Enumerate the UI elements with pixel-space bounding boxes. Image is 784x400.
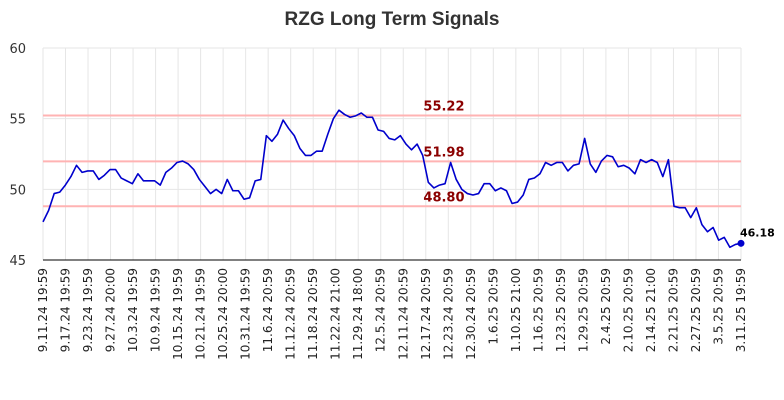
last-point-marker [737,239,745,247]
x-tick-label: 1.29.25 20:59 [576,268,590,352]
x-tick-label: 11.12.24 20:59 [284,268,298,360]
x-tick-label: 11.22.24 21:00 [329,268,343,360]
x-tick-label: 2.10.25 20:59 [621,268,635,352]
grid [42,47,742,260]
x-tick-label: 10.3.24 19:59 [126,268,140,352]
y-tick-label: 50 [9,183,26,198]
reference-label: 55.22 [423,100,464,115]
y-tick-label: 60 [9,42,26,57]
x-tick-label: 3.11.25 19:59 [734,268,748,352]
x-tick-label: 9.23.24 19:59 [81,268,95,352]
x-tick-label: 1.23.25 20:59 [554,268,568,352]
x-tick-label: 2.14.25 21:00 [644,268,658,352]
x-tick-label: 10.15.24 19:59 [171,268,185,360]
chart-title: RZG Long Term Signals [285,9,500,30]
reference-label: 51.98 [423,145,464,160]
x-tick-label: 9.17.24 19:59 [59,268,73,352]
x-tick-label: 2.4.25 20:59 [599,268,613,345]
series [42,109,745,249]
x-tick-label: 11.18.24 20:59 [306,268,320,360]
x-tick-label: 10.21.24 19:59 [194,268,208,360]
x-tick-label: 3.5.25 20:59 [711,268,725,345]
x-tick-label: 10.25.24 20:00 [216,268,230,360]
x-tick-label: 12.17.24 20:59 [419,268,433,360]
axes: 45 50 55 60 9.11.24 19:59 9.17.24 19:59 9.23.2… [9,42,748,360]
x-tick-label: 10.31.24 19:59 [239,268,253,360]
last-value-label: 46.18 [740,226,775,239]
x-tick-label: 12.5.24 20:59 [374,268,388,352]
series-line [42,109,742,249]
x-tick-label: 2.21.25 20:59 [666,268,680,352]
x-tick-label: 1.10.25 21:00 [509,268,523,352]
x-tick-label: 9.11.24 19:59 [36,268,50,352]
x-tick-label: 12.11.24 20:59 [396,268,410,360]
labels: 55.22 51.98 48.80 46.18 [423,100,774,240]
reference-lines [43,114,741,208]
x-tick-label: 11.29.24 18:00 [351,268,365,360]
x-tick-label: 9.27.24 20:00 [104,268,118,352]
x-tick-label: 1.6.25 20:59 [486,268,500,345]
x-tick-label: 2.27.25 20:59 [689,268,703,352]
y-tick-label: 45 [9,254,26,269]
x-tick-label: 11.6.24 20:59 [261,268,275,352]
x-tick-label: 1.16.25 20:59 [531,268,545,352]
x-tick-label: 12.30.24 20:59 [464,268,478,360]
x-tick-label: 10.9.24 19:59 [149,268,163,352]
reference-label: 48.80 [423,190,464,205]
x-tick-label: 12.23.24 20:59 [441,268,455,360]
y-tick-label: 55 [9,113,26,128]
